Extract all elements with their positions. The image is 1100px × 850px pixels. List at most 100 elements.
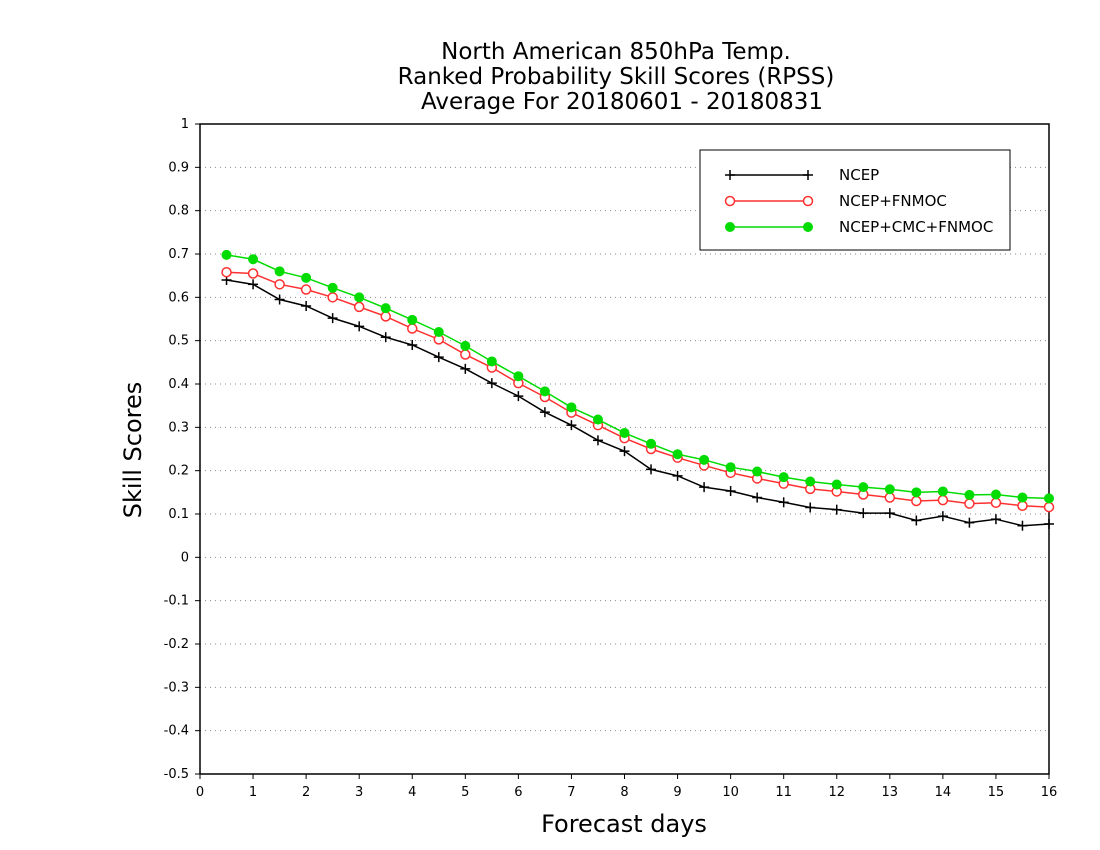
title-line-3: Average For 20180601 - 20180831 — [421, 89, 823, 115]
data-point — [937, 494, 949, 506]
data-point — [1044, 518, 1054, 529]
data-point — [858, 482, 869, 493]
data-point — [248, 279, 259, 290]
y-tick-label: -0.1 — [164, 594, 189, 609]
data-point — [486, 356, 497, 367]
data-point — [274, 266, 285, 277]
data-point — [990, 514, 1001, 525]
y-tick-label: 0 — [181, 550, 189, 565]
y-tick-label: 0.3 — [168, 420, 189, 435]
y-tick-label: -0.4 — [164, 724, 189, 739]
data-point — [407, 323, 418, 334]
data-point — [221, 249, 232, 260]
legend-label: NCEP+CMC+FNMOC — [839, 218, 993, 236]
data-point — [460, 340, 471, 351]
x-tick-label: 7 — [567, 785, 575, 800]
y-tick-label: -0.3 — [164, 680, 189, 695]
data-point — [327, 282, 338, 293]
data-point — [380, 303, 391, 314]
x-tick-label: 13 — [882, 785, 899, 800]
data-point — [990, 497, 1002, 508]
title-line-2: Ranked Probability Skill Scores (RPSS) — [398, 64, 835, 90]
data-point — [566, 420, 577, 431]
data-point — [433, 327, 444, 337]
data-point — [247, 268, 259, 279]
x-tick-label: 6 — [514, 785, 522, 800]
data-point — [1017, 492, 1028, 503]
data-point — [274, 294, 285, 305]
x-tick-label: 0 — [196, 785, 204, 800]
y-tick-label: 0.4 — [168, 377, 189, 392]
data-point — [752, 492, 763, 503]
x-tick-label: 11 — [775, 785, 792, 800]
data-point — [699, 454, 710, 465]
data-point — [699, 482, 710, 493]
data-point — [778, 472, 789, 483]
data-point — [1044, 493, 1054, 504]
data-point — [327, 313, 338, 324]
data-point — [274, 279, 285, 290]
legend-marker — [725, 222, 735, 232]
data-point — [964, 517, 975, 528]
x-tick-label: 12 — [828, 785, 845, 800]
legend-marker — [725, 170, 735, 180]
y-tick-label: -0.2 — [164, 637, 189, 652]
x-tick-label: 4 — [408, 785, 416, 800]
data-point — [301, 272, 312, 283]
data-point — [380, 311, 391, 322]
data-point — [1043, 501, 1055, 513]
data-point — [539, 407, 550, 418]
data-point — [1017, 520, 1028, 531]
data-point — [911, 487, 922, 498]
legend-label: NCEP+FNMOC — [839, 192, 947, 210]
data-point — [805, 502, 816, 513]
data-point — [884, 484, 895, 495]
y-tick-label: 0.8 — [168, 204, 189, 219]
legend-box — [699, 149, 1011, 251]
x-tick-label: 2 — [302, 785, 310, 800]
data-point — [1017, 500, 1028, 512]
data-point — [831, 479, 842, 490]
data-point — [380, 332, 391, 343]
data-point — [221, 266, 232, 278]
data-point — [805, 476, 816, 487]
data-point — [911, 495, 922, 507]
axes: -0.5 -0.4 -0.3 -0.2 -0.1 0 0.1 0.2 0.3 0.4 0.5 0.6 0… — [164, 117, 1058, 800]
series-1 — [221, 266, 1055, 513]
data-point — [513, 391, 524, 402]
legend: NCEP NCEP+FNMOC NCEP+CMC+FNMOC — [699, 149, 1011, 251]
series-line — [226, 271, 1050, 508]
series-line — [226, 279, 1050, 527]
data-point — [407, 340, 418, 350]
y-tick-label: -0.5 — [164, 767, 189, 782]
x-tick-label: 10 — [722, 785, 739, 800]
data-point — [327, 292, 338, 303]
title-line-1: North American 850hPa Temp. — [441, 39, 791, 65]
data-point — [513, 371, 524, 382]
x-tick-label: 14 — [935, 785, 952, 800]
y-tick-label: 0.2 — [168, 464, 189, 479]
data-point — [937, 486, 948, 497]
x-tick-label: 3 — [355, 785, 363, 800]
legend-item-2: NCEP+CMC+FNMOC — [725, 218, 993, 236]
legend-item-0: NCEP — [725, 166, 879, 184]
data-point — [858, 508, 869, 519]
data-point — [672, 449, 683, 460]
data-point — [301, 301, 312, 311]
data-point — [911, 515, 922, 526]
data-point — [964, 498, 975, 509]
x-tick-label: 16 — [1041, 785, 1058, 800]
data-point — [884, 492, 896, 503]
data-point — [831, 504, 842, 515]
legend-marker — [803, 222, 813, 232]
data-point — [884, 508, 895, 519]
data-point — [646, 438, 657, 449]
legend-marker — [803, 170, 813, 180]
data-point — [672, 470, 683, 481]
y-tick-label: 0.1 — [168, 507, 189, 522]
data-point — [937, 511, 948, 522]
data-point — [354, 292, 365, 303]
data-point — [354, 321, 365, 332]
data-point — [752, 466, 763, 477]
